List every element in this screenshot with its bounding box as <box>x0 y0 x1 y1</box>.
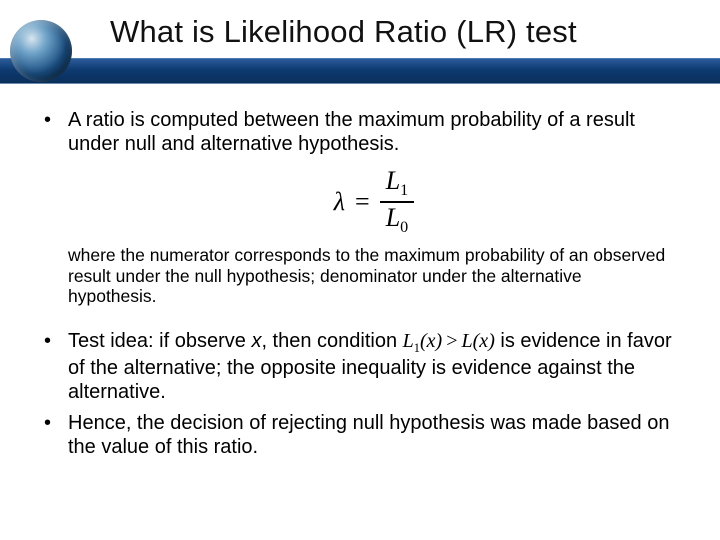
formula-numerator: L1 <box>380 167 415 200</box>
num-sub: 1 <box>400 182 408 199</box>
cond-op: > <box>446 330 457 352</box>
bullet-item-2: Test idea: if observe x, then condition … <box>40 329 680 405</box>
slide-header: What is Likelihood Ratio (LR) test <box>0 0 720 86</box>
header-orb-icon <box>10 20 72 82</box>
header-band <box>0 58 720 84</box>
bullet-list: A ratio is computed between the maximum … <box>40 108 680 460</box>
cond-left-base: L <box>403 330 414 352</box>
lr-formula: λ = L1 L0 <box>334 167 414 237</box>
cond-right-base: L <box>462 330 473 352</box>
cond-left-pc: ) <box>436 330 443 352</box>
bullet-3-text: Hence, the decision of rejecting null hy… <box>68 412 669 458</box>
where-clause: where the numerator corresponds to the m… <box>68 245 680 307</box>
bullet-1-text: A ratio is computed between the maximum … <box>68 109 635 155</box>
bullet-2-mid: , then condition <box>261 330 402 352</box>
num-base: L <box>386 166 400 195</box>
slide-title: What is Likelihood Ratio (LR) test <box>110 14 577 50</box>
cond-right-arg: x <box>479 330 488 352</box>
cond-left-po: ( <box>420 330 427 352</box>
formula-container: λ = L1 L0 <box>68 167 680 237</box>
bullet-2-pre: Test idea: if observe <box>68 330 251 352</box>
den-base: L <box>386 203 400 232</box>
slide-body: A ratio is computed between the maximum … <box>0 86 720 460</box>
formula-equals: = <box>355 186 370 218</box>
inline-condition: L1(x)>L(x) <box>403 330 495 352</box>
bullet-2-var: x <box>251 330 261 352</box>
formula-fraction: L1 L0 <box>380 167 415 237</box>
cond-left-arg: x <box>427 330 436 352</box>
formula-denominator: L0 <box>380 204 415 237</box>
bullet-item-1: A ratio is computed between the maximum … <box>40 108 680 307</box>
bullet-item-3: Hence, the decision of rejecting null hy… <box>40 411 680 460</box>
cond-right-pc: ) <box>488 330 495 352</box>
formula-lhs: λ <box>334 186 345 218</box>
den-sub: 0 <box>400 219 408 236</box>
